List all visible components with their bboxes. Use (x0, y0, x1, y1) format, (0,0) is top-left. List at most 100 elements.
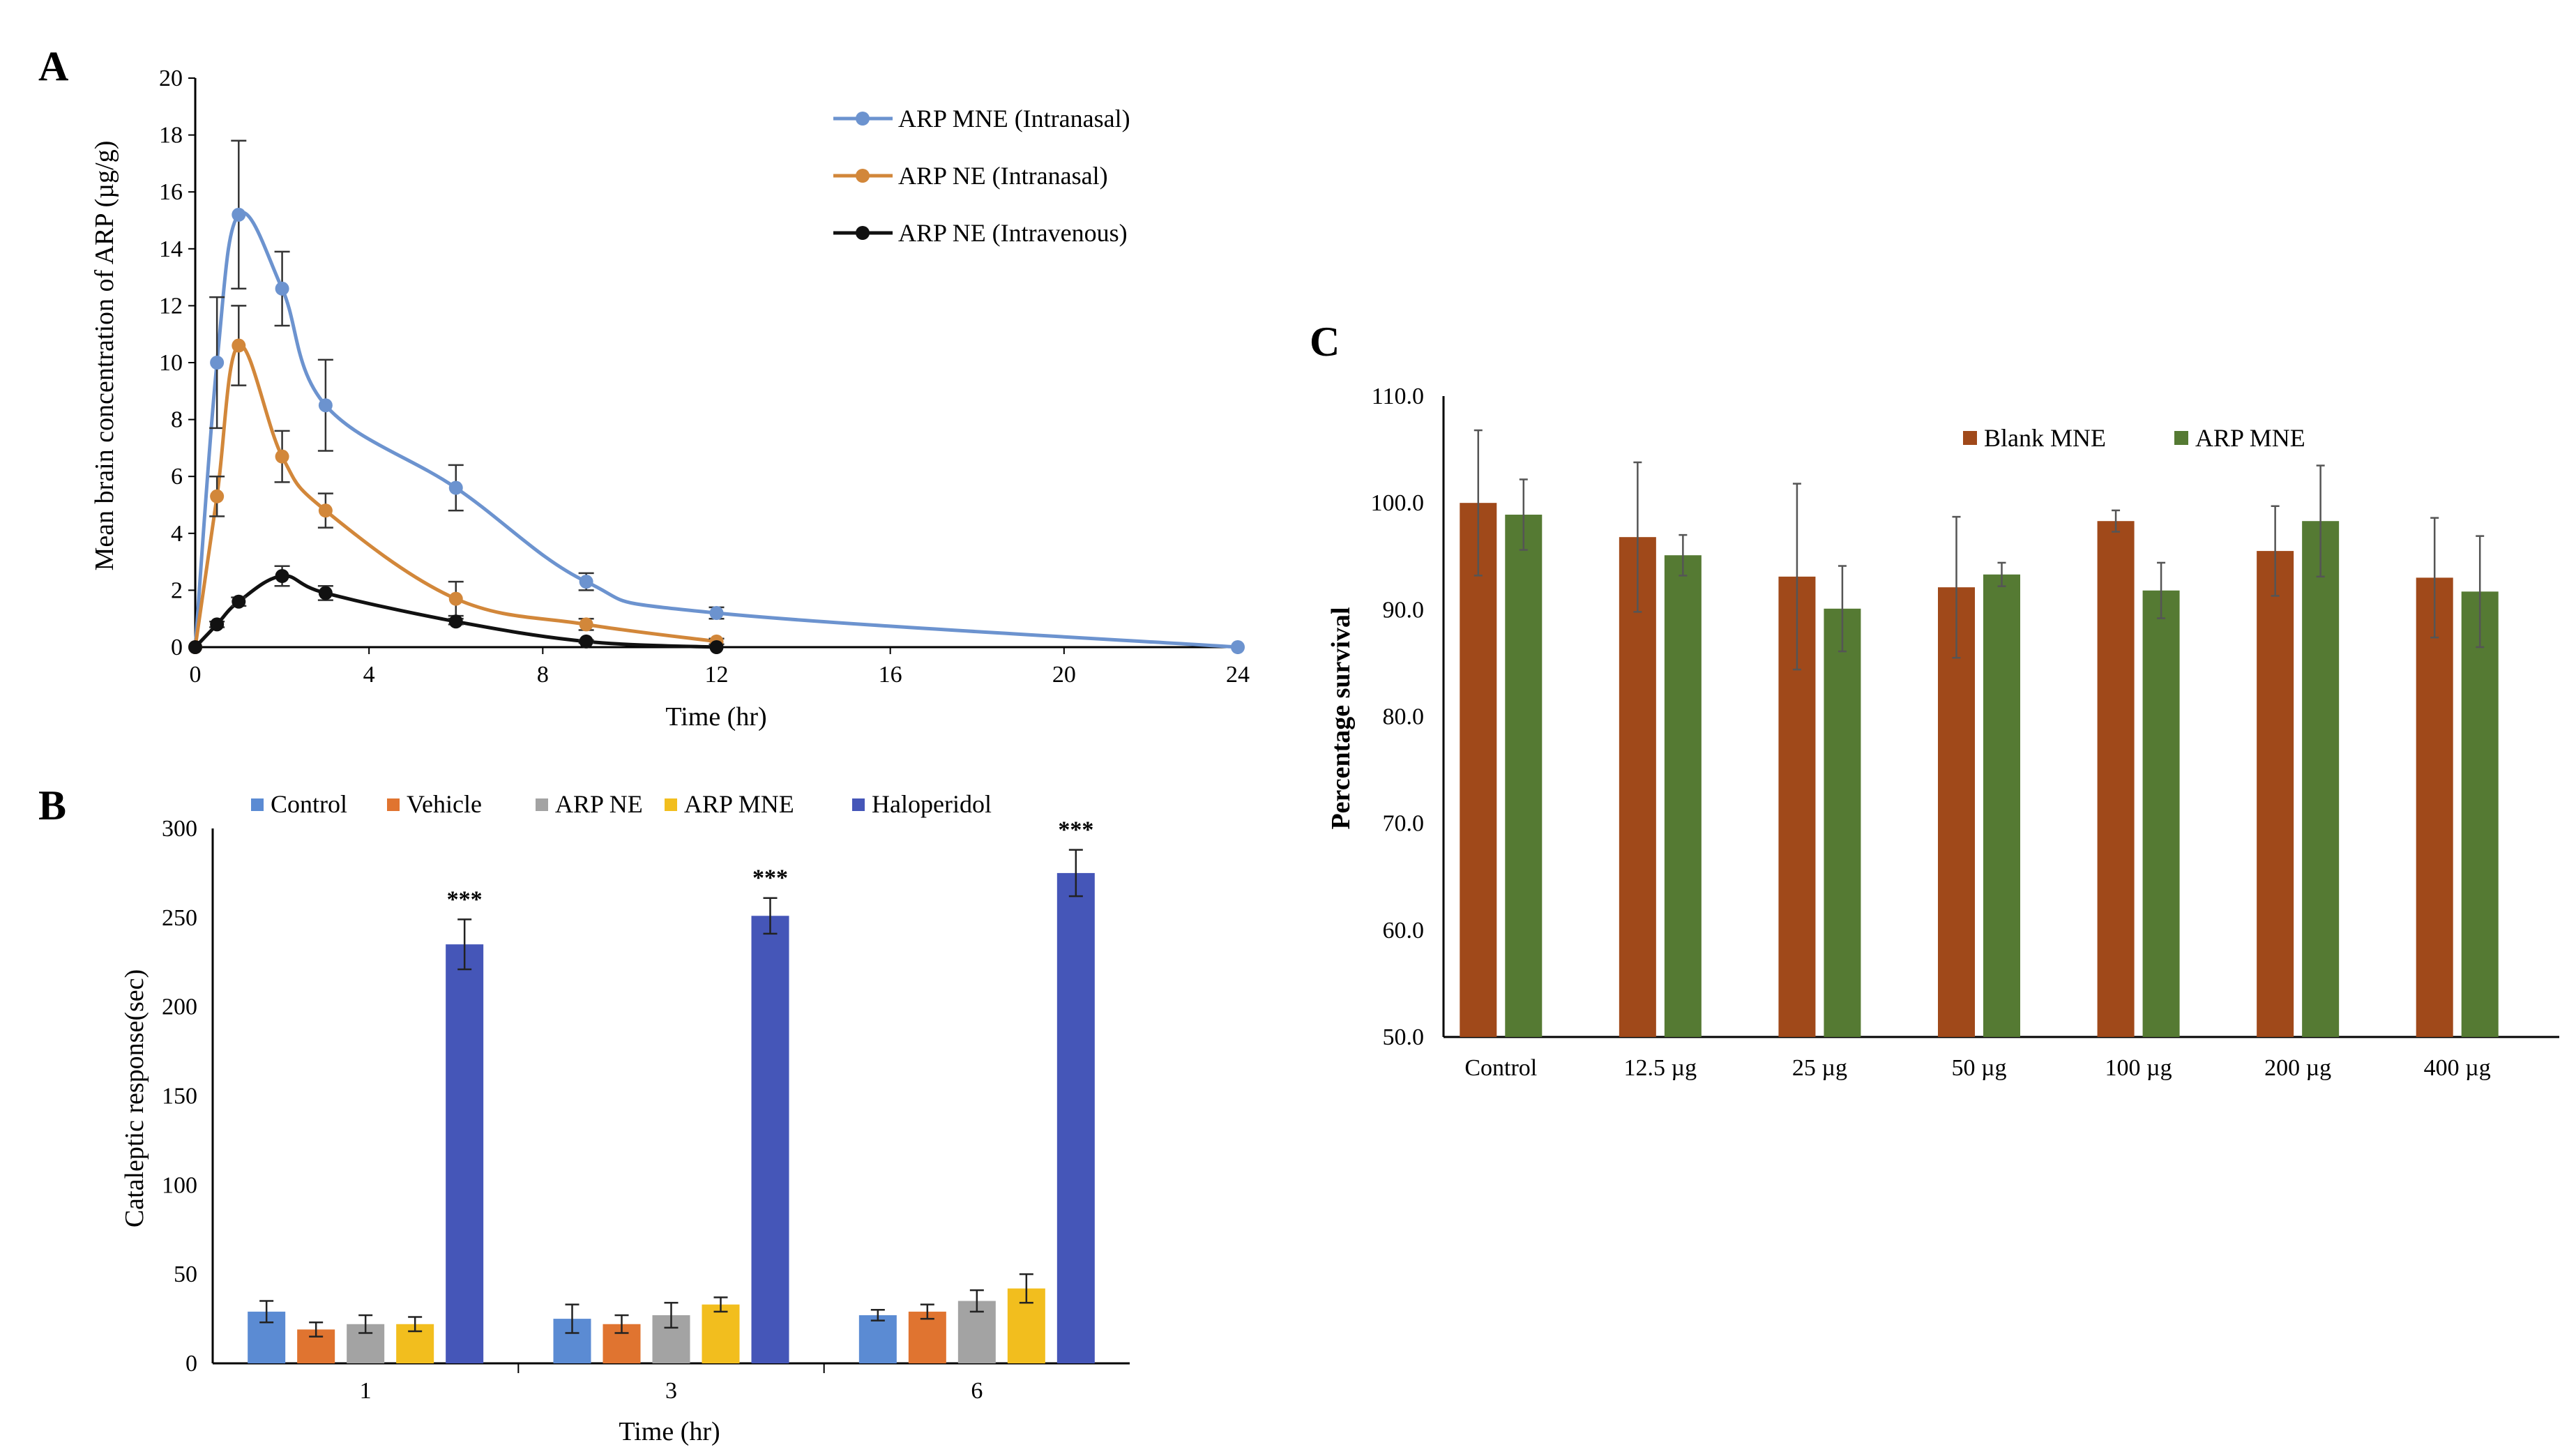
panel-c-bar-arp-mne (1664, 555, 1702, 1037)
panel-b-legend-swatch (852, 798, 865, 811)
panel-b-y-tick-label: 50 (174, 1262, 197, 1287)
panel-c-bar-arp-mne (1505, 515, 1543, 1037)
panel-b-legend-label: Vehicle (407, 790, 482, 818)
panel-c-y-tick-label: 90.0 (1383, 597, 1425, 623)
panel-b-bar-haloperidol (1056, 872, 1095, 1363)
panel-a-point-arp-ne-intravenous (579, 634, 593, 649)
panel-a-y-tick-label: 10 (159, 350, 183, 376)
panel-c-y-tick-label: 50.0 (1383, 1024, 1425, 1050)
panel-c-y-tick-label: 60.0 (1383, 918, 1425, 944)
panel-b-y-tick-label: 200 (162, 994, 197, 1020)
panel-b-y-tick-label: 300 (162, 816, 197, 842)
panel-c-legend-swatch (1963, 431, 1977, 445)
panel-a-point-arp-ne-intranasal (448, 591, 463, 606)
panel-a-x-tick-label: 20 (1052, 662, 1076, 688)
panel-a-legend-label: ARP NE (Intravenous) (898, 219, 1128, 247)
panel-c-legend-label: ARP MNE (2195, 424, 2305, 452)
panel-c-bar-arp-mne (2461, 591, 2499, 1037)
panel-c-legend-label: Blank MNE (1984, 424, 2106, 452)
panel-b-x-axis-title: Time (hr) (619, 1417, 720, 1446)
panel-b-letter: B (38, 782, 66, 828)
panel-a-point-arp-ne-intranasal (275, 449, 289, 464)
panel-c-x-tick-label: 12.5 µg (1624, 1055, 1697, 1081)
panel-a-y-tick-label: 20 (159, 66, 183, 91)
panel-a-point-arp-ne-intranasal (318, 503, 333, 518)
panel-b-y-tick-label: 0 (185, 1351, 197, 1377)
panel-c-bar-arp-mne (1824, 608, 1861, 1037)
panel-a-point-arp-mne-intranasal (210, 356, 225, 370)
panel-a-y-tick-label: 8 (171, 407, 183, 433)
panel-b-y-tick-label: 100 (162, 1172, 197, 1198)
panel-a-point-arp-ne-intravenous (318, 586, 333, 600)
panel-c-bar-chart: 50.0 60.0 70.0 80.0 90.0 100.0 110.0 Control 12.… (1326, 384, 2559, 1081)
panel-c-legend: Blank MNE ARP MNE (1963, 424, 2305, 452)
panel-a-line-arp-mne-intranasal (193, 211, 1238, 649)
panel-a-point-arp-ne-intravenous (275, 569, 289, 583)
panel-b-significance-label: *** (1058, 817, 1093, 843)
panel-a-point-arp-ne-intravenous (709, 640, 724, 654)
panel-c-x-tick-label: 100 µg (2105, 1055, 2172, 1081)
panel-a-line-arp-ne-intranasal (193, 343, 717, 648)
panel-c-bar-arp-mne (1983, 574, 2020, 1037)
panel-b-ticks: 0 50 100 150 200 250 300 1 3 6 (162, 816, 983, 1404)
panel-b-legend: Control Vehicle ARP NE ARP MNE Haloperidol (251, 790, 992, 818)
panel-a-x-tick-label: 8 (537, 662, 549, 688)
panel-c-ticks: 50.0 60.0 70.0 80.0 90.0 100.0 110.0 Control 12.… (1371, 384, 2491, 1081)
panel-a-legend-label: ARP MNE (Intranasal) (898, 105, 1130, 132)
panel-c-bars (1460, 429, 2499, 1037)
panel-b-bar-haloperidol (446, 944, 484, 1363)
panel-c-bar-blank-mne (2097, 521, 2135, 1037)
panel-a-x-axis-title: Time (hr) (665, 702, 766, 732)
panel-c-bar-arp-mne (2142, 590, 2180, 1037)
panel-a-legend-marker (856, 226, 870, 240)
panel-a-x-tick-label: 16 (879, 662, 902, 688)
panel-b-legend-label: ARP MNE (684, 790, 794, 818)
panel-a-point-arp-ne-intranasal (232, 338, 246, 353)
panel-b-legend-swatch (536, 798, 548, 811)
panel-a-legend: ARP MNE (Intranasal) ARP NE (Intranasal) A… (833, 105, 1130, 247)
panel-a-point-arp-mne-intranasal (318, 398, 333, 413)
panel-c-bar-blank-mne (2257, 551, 2294, 1037)
panel-b-legend-swatch (387, 798, 400, 811)
panel-a-point-arp-ne-intranasal (579, 617, 593, 632)
panel-a-point-arp-ne-intravenous (232, 594, 246, 609)
panel-a-y-tick-label: 12 (159, 293, 183, 319)
panel-b-bar-control (858, 1315, 897, 1363)
panel-c-y-tick-label: 110.0 (1372, 384, 1424, 409)
panel-b-x-tick-label: 6 (971, 1378, 983, 1404)
panel-c-y-axis-title: Percentage survival (1326, 607, 1356, 829)
panel-c-y-tick-label: 80.0 (1383, 704, 1425, 730)
panel-b-axes (211, 828, 1130, 1365)
panel-b-legend-swatch (251, 798, 264, 811)
panel-b-bar-chart: 0 50 100 150 200 250 300 1 3 6 Time (hr) Catalept… (120, 790, 1130, 1446)
panel-a-legend-marker (856, 169, 870, 183)
panel-a-point-arp-mne-intranasal (579, 575, 593, 589)
panel-a-point-arp-ne-intravenous (448, 614, 463, 629)
panel-a-y-tick-label: 0 (171, 635, 183, 660)
panel-a-legend-label: ARP NE (Intranasal) (898, 162, 1108, 190)
panel-b-bars: *** *** *** (248, 817, 1095, 1363)
panel-a-letter: A (38, 43, 68, 89)
panel-b-x-tick-label: 3 (665, 1378, 677, 1404)
panel-b-legend-label: ARP NE (555, 790, 643, 818)
panel-b-bar-arp-mne (702, 1304, 740, 1363)
panel-b-bar-haloperidol (751, 916, 789, 1363)
panel-b-x-tick-label: 1 (360, 1378, 372, 1404)
panel-a-x-tick-label: 24 (1226, 662, 1250, 688)
panel-c-bar-blank-mne (1460, 503, 1497, 1037)
panel-b-legend-swatch (665, 798, 677, 811)
panel-a-point-arp-ne-intravenous (210, 617, 225, 632)
panel-c-bar-arp-mne (2302, 521, 2340, 1037)
panel-a-x-tick-label: 0 (190, 662, 202, 688)
panel-a-x-tick-label: 12 (705, 662, 729, 688)
panel-a-y-axis-title: Mean brain concentration of ARP (µg/g) (90, 141, 119, 571)
panel-b-bar-vehicle (908, 1311, 946, 1363)
panel-a-point-arp-ne-intravenous (188, 640, 202, 654)
panel-c-x-tick-label: 200 µg (2264, 1055, 2331, 1081)
panel-c-y-tick-label: 70.0 (1383, 811, 1425, 837)
panel-a-y-tick-label: 2 (171, 577, 183, 603)
panel-c-bar-blank-mne (1619, 537, 1656, 1037)
panel-b-legend-label: Control (271, 790, 347, 818)
